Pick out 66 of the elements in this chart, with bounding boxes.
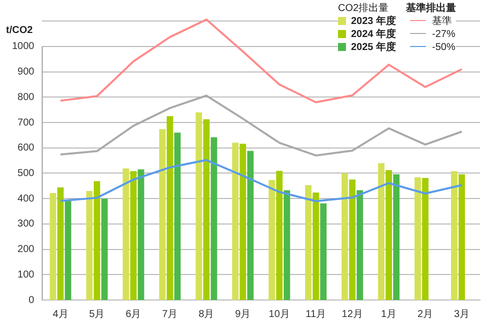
y-axis-title: t/CO2 xyxy=(6,25,33,36)
bar xyxy=(122,168,130,300)
y-tick-label: 0 xyxy=(28,294,35,306)
bar xyxy=(356,190,364,300)
x-tick-label: 5月 xyxy=(89,308,105,320)
x-tick-label: 8月 xyxy=(198,308,214,320)
x-tick-label: 4月 xyxy=(52,308,68,320)
bar xyxy=(378,163,384,300)
y-tick-label: 300 xyxy=(18,218,35,230)
bar xyxy=(284,190,290,300)
bar xyxy=(196,112,202,300)
bar xyxy=(312,192,320,300)
y-tick-label: 600 xyxy=(18,142,35,154)
legend-title: CO2排出量 xyxy=(338,2,390,15)
bar xyxy=(349,180,356,300)
bar xyxy=(57,187,64,300)
bar xyxy=(458,174,465,300)
legend-label: 基準 xyxy=(432,16,452,27)
bar xyxy=(451,171,458,300)
x-tick-label: 7月 xyxy=(162,308,178,320)
bar xyxy=(240,144,246,300)
y-tick-label: 900 xyxy=(18,66,35,78)
y-tick-label: 100 xyxy=(18,269,35,280)
bar xyxy=(320,203,327,300)
bar xyxy=(210,137,218,300)
bar xyxy=(64,200,72,300)
x-tick-label: 6月 xyxy=(126,308,142,320)
x-tick-label: 1月 xyxy=(381,308,397,320)
y-tick-label: 400 xyxy=(18,193,35,204)
y-tick-label: 800 xyxy=(18,92,35,103)
legend-label: 2023 年度 xyxy=(351,16,396,27)
bar xyxy=(422,178,428,300)
bar xyxy=(268,180,276,300)
x-tick-label: 9月 xyxy=(235,308,251,320)
bar xyxy=(393,174,400,300)
legend-label: -50% xyxy=(432,42,456,53)
x-tick-label: 3月 xyxy=(454,308,470,320)
bar xyxy=(342,173,348,300)
legend-label: 2025 年度 xyxy=(351,42,396,53)
bar xyxy=(159,129,166,300)
bar xyxy=(305,185,312,300)
y-tick-label: 200 xyxy=(18,244,35,256)
bar xyxy=(232,142,239,300)
bar xyxy=(247,150,254,300)
bar xyxy=(174,132,181,300)
bar xyxy=(414,177,421,300)
y-tick-label: 500 xyxy=(18,168,35,179)
bar xyxy=(138,169,144,300)
x-tick-label: 10月 xyxy=(268,308,290,320)
bar xyxy=(166,116,174,300)
x-tick-label: 2月 xyxy=(418,308,434,320)
bar xyxy=(86,190,93,300)
legend-label: -27% xyxy=(432,29,456,40)
legend-label: 2024 年度 xyxy=(351,29,396,40)
bar xyxy=(386,170,392,300)
x-tick-label: 12月 xyxy=(342,308,363,320)
text: 基準排出量 xyxy=(406,2,456,15)
x-tick-label: 11月 xyxy=(306,308,326,320)
y-tick-label: 700 xyxy=(18,117,35,128)
bar xyxy=(130,171,137,300)
bar xyxy=(101,198,108,300)
bar xyxy=(276,170,283,300)
bar xyxy=(50,192,56,300)
bar xyxy=(94,181,100,300)
bar xyxy=(203,119,210,300)
y-tick-label: 1000 xyxy=(12,41,35,52)
